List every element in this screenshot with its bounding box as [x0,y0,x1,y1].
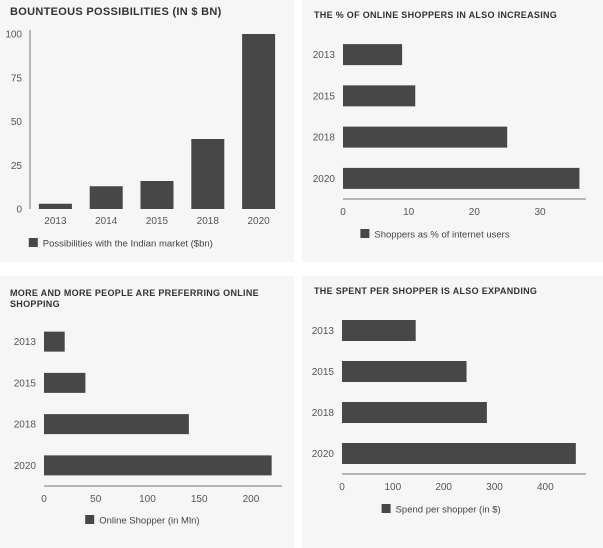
y-tick-label: 2013 [313,50,336,61]
x-tick-label: 2015 [146,216,169,227]
chart-online-shoppers-percent: 0 10 20 30 2013 2015 2018 2020 Shoppers as % of … [313,44,586,241]
x-tick-label: 100 [139,494,156,505]
chart-panel-online-shoppers-percent: THE % OF ONLINE SHOPPERS IN ALSO INCREAS… [302,0,603,262]
x-tick-label: 200 [243,494,260,505]
legend-swatch [381,504,391,513]
y-tick-label: 2015 [14,378,37,389]
x-tick-label: 2013 [44,216,67,227]
y-tick-label: 2020 [313,174,336,185]
chart-title: BOUNTEOUS POSSIBILITIES (IN $ BN) [10,6,222,18]
y-tick-label: 50 [11,117,23,128]
x-tick-label: 30 [534,207,546,218]
legend-label: Shoppers as % of internet users [374,230,509,241]
y-tick-label: 2015 [312,367,335,378]
x-tick-label: 400 [537,482,554,493]
x-tick-label: 50 [90,494,102,505]
y-tick-label: 0 [16,205,22,216]
legend-swatch [28,238,38,247]
y-tick-label: 2020 [312,449,335,460]
x-tick-label: 0 [41,494,47,505]
bar [343,167,580,189]
y-tick-label: 2018 [14,420,37,431]
bar [343,85,416,107]
x-tick-label: 2018 [197,216,220,227]
bar [44,372,86,393]
bar [343,126,508,148]
chart-title: THE % OF ONLINE SHOPPERS IN ALSO INCREAS… [314,10,558,20]
bar [343,44,403,66]
bar [342,443,576,464]
legend-swatch [360,229,370,238]
bar [191,139,225,209]
bar [140,181,174,209]
legend-swatch [85,515,95,524]
y-tick-label: 2018 [313,133,336,144]
legend-label: Spend per shopper (in $) [396,505,501,516]
bar [44,455,272,476]
y-tick-label: 75 [11,73,23,84]
chart-panel-spend-per-shopper: THE SPENT PER SHOPPER IS ALSO EXPANDING … [302,276,603,548]
y-tick-label: 2013 [312,326,335,337]
bar [38,203,72,209]
legend-label: Possibilities with the Indian market ($b… [43,239,213,250]
chart-panel-possibilities: BOUNTEOUS POSSIBILITIES (IN $ BN) 0 25 50 7… [0,0,294,262]
y-tick-label: 25 [11,161,23,172]
bar [342,320,416,341]
x-tick-label: 200 [435,482,452,493]
x-tick-label: 10 [403,207,415,218]
x-tick-label: 100 [384,482,401,493]
x-tick-label: 2014 [95,216,118,227]
bar [44,414,189,435]
bar [44,331,65,352]
chart-possibilities: 0 25 50 75 100 2013 2014 2015 2018 2020 Possibilit… [5,30,276,250]
x-tick-label: 2020 [247,216,270,227]
chart-title: THE SPENT PER SHOPPER IS ALSO EXPANDING [314,286,538,296]
y-tick-label: 2013 [14,337,37,348]
bar [342,361,467,382]
chart-title: MORE AND MORE PEOPLE ARE PREFERRING ONLI… [10,288,259,309]
x-tick-label: 150 [191,494,208,505]
legend-label: Online Shopper (in Mln) [99,516,199,527]
x-tick-label: 300 [486,482,503,493]
y-tick-label: 2020 [14,461,37,472]
chart-panel-online-shoppers-count: MORE AND MORE PEOPLE ARE PREFERRING ONLI… [0,276,294,548]
bar [89,186,123,209]
chart-online-shoppers-count: 0 50 100 150 200 2013 2015 2018 2020 Online Shopp… [14,331,282,527]
y-tick-label: 2015 [313,91,336,102]
x-tick-label: 20 [469,207,481,218]
x-tick-label: 0 [340,207,346,218]
y-tick-label: 100 [5,30,22,41]
x-tick-label: 0 [339,482,345,493]
bar [242,34,276,209]
y-tick-label: 2018 [312,408,335,419]
bar [342,402,487,423]
chart-spend-per-shopper: 0 100 200 300 400 2013 2015 2018 2020 Spend per s… [312,320,586,516]
